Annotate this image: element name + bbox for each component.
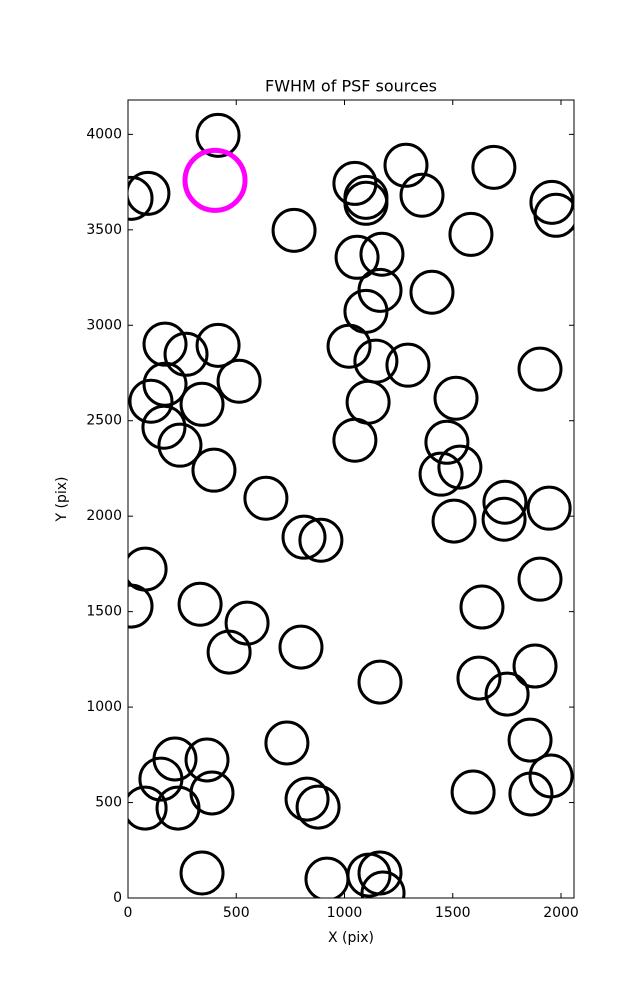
source-marker <box>128 378 174 424</box>
axes-frame <box>127 99 575 899</box>
y-tick-label: 3500 <box>86 222 122 238</box>
source-marker <box>360 870 406 898</box>
y-tick-label: 2500 <box>86 413 122 429</box>
source-marker <box>195 112 241 158</box>
y-axis-label: Y (pix) <box>54 477 70 523</box>
source-marker <box>284 776 330 822</box>
chart-title: FWHM of PSF sources <box>265 77 437 96</box>
y-tick-label: 1000 <box>86 699 122 715</box>
source-marker <box>433 375 479 421</box>
source-marker <box>431 498 477 544</box>
source-marker <box>142 321 188 367</box>
source-marker <box>437 444 483 490</box>
source-marker <box>155 785 201 831</box>
source-marker <box>484 671 530 717</box>
source-marker <box>508 771 554 817</box>
source-marker <box>507 717 553 763</box>
source-marker <box>182 147 248 213</box>
y-tick-label: 2000 <box>86 508 122 524</box>
source-marker <box>385 342 431 388</box>
source-marker <box>298 517 344 563</box>
source-marker <box>128 785 168 831</box>
plot-area <box>128 112 574 898</box>
x-tick-label: 1000 <box>327 905 363 921</box>
source-marker <box>128 583 154 629</box>
y-tick-label: 3000 <box>86 317 122 333</box>
source-marker <box>481 496 527 542</box>
source-marker <box>128 175 154 221</box>
source-marker <box>471 144 517 190</box>
source-marker <box>343 180 389 226</box>
source-marker <box>271 207 317 253</box>
source-marker <box>278 624 324 670</box>
x-tick-label: 1500 <box>435 905 471 921</box>
source-marker <box>326 323 372 369</box>
source-marker <box>157 422 203 468</box>
source-marker <box>424 419 470 465</box>
x-tick-label: 2000 <box>543 905 579 921</box>
y-tick-label: 4000 <box>86 126 122 142</box>
source-marker <box>179 381 225 427</box>
source-marker <box>383 142 429 188</box>
source-marker <box>141 404 187 450</box>
source-marker <box>216 358 262 404</box>
source-marker <box>399 172 445 218</box>
source-marker <box>177 581 223 627</box>
source-marker <box>450 769 496 815</box>
y-tick-label: 0 <box>113 890 122 906</box>
source-marker <box>359 231 405 277</box>
source-marker <box>517 556 563 602</box>
x-tick-label: 500 <box>223 905 250 921</box>
source-marker <box>533 192 574 238</box>
source-marker <box>184 737 230 783</box>
y-tick-label: 1500 <box>86 604 122 620</box>
source-marker <box>357 850 403 896</box>
x-tick-label: 0 <box>124 905 133 921</box>
source-marker <box>195 322 241 368</box>
source-marker <box>332 417 378 463</box>
source-marker <box>334 234 380 280</box>
source-marker <box>357 659 403 705</box>
source-marker <box>409 269 455 315</box>
source-marker <box>295 784 341 830</box>
source-marker <box>512 643 558 689</box>
source-marker <box>281 514 327 560</box>
source-marker <box>128 170 171 216</box>
source-marker <box>163 331 209 377</box>
source-marker <box>459 584 505 630</box>
y-tick-label: 500 <box>95 795 122 811</box>
source-marker <box>206 629 252 675</box>
source-marker <box>418 451 464 497</box>
source-marker <box>264 720 310 766</box>
source-marker <box>243 475 289 521</box>
source-marker <box>191 447 237 493</box>
source-marker <box>526 485 572 531</box>
source-marker <box>482 479 528 525</box>
source-marker <box>448 211 494 257</box>
source-marker <box>138 756 184 802</box>
x-axis-label: X (pix) <box>328 930 374 946</box>
source-marker <box>517 346 563 392</box>
source-marker <box>456 655 502 701</box>
source-marker <box>179 850 225 896</box>
